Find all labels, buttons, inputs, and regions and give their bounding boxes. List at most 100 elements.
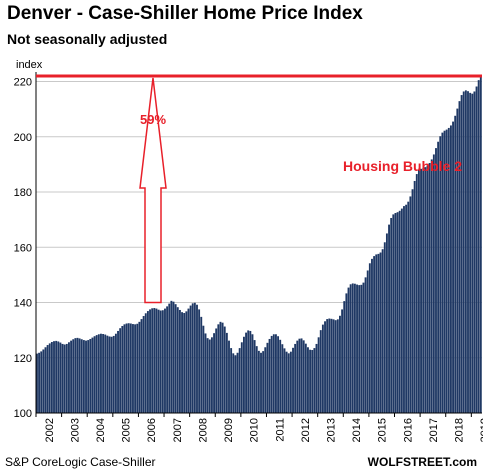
bar (187, 308, 190, 413)
y-tick-label: 160 (14, 242, 32, 254)
bar (424, 167, 427, 413)
bar (473, 91, 476, 413)
bar (183, 313, 186, 413)
bar (198, 309, 201, 413)
bar (106, 335, 109, 413)
bar (117, 330, 119, 413)
bar (364, 277, 367, 413)
bar (432, 154, 435, 413)
bar (61, 343, 64, 413)
x-tick-label: 2019 (479, 418, 483, 442)
bar (415, 174, 418, 413)
bar (294, 343, 297, 413)
bar (394, 213, 397, 413)
bar (91, 337, 94, 413)
brand-label: WOLFSTREET.com (367, 455, 477, 469)
bar (283, 348, 286, 413)
bar (336, 319, 339, 413)
bar (456, 108, 459, 413)
bar (257, 350, 260, 413)
bar (379, 252, 382, 413)
bar (70, 340, 73, 413)
bar (221, 322, 224, 413)
bar (351, 283, 354, 413)
bar (441, 132, 444, 413)
bar (119, 328, 122, 413)
bar (189, 305, 192, 413)
bar (208, 339, 211, 413)
bar (104, 334, 107, 413)
bar (430, 159, 433, 413)
bar (210, 337, 213, 413)
x-tick-label: 2017 (428, 418, 440, 442)
bar (253, 340, 256, 413)
bar (68, 342, 70, 413)
bar (437, 141, 440, 414)
bar (225, 332, 228, 413)
bar (230, 348, 233, 413)
bar (311, 350, 314, 413)
bar (407, 201, 410, 413)
bar (328, 318, 331, 413)
bar (409, 196, 412, 413)
bar (48, 343, 51, 413)
bar (377, 253, 380, 413)
bar (304, 343, 307, 413)
bar (134, 324, 137, 413)
bar (157, 309, 160, 413)
bar (475, 86, 478, 413)
bar (196, 304, 198, 413)
bar (202, 325, 205, 413)
bar (46, 345, 49, 413)
bar (287, 353, 290, 413)
bar (247, 330, 250, 413)
bar (324, 321, 326, 413)
bar (110, 336, 113, 413)
bar (428, 163, 431, 413)
bar (127, 323, 130, 413)
bar (121, 325, 124, 413)
bar (206, 338, 209, 413)
bar (385, 233, 388, 413)
bar (59, 342, 62, 413)
bar (55, 340, 58, 413)
bar (375, 254, 378, 413)
bar (153, 308, 156, 413)
y-axis-label: index (16, 59, 43, 71)
bar (234, 355, 237, 413)
bar (381, 249, 384, 413)
bar (277, 336, 280, 413)
bar (362, 282, 365, 413)
bar (238, 348, 241, 413)
bar (366, 270, 369, 413)
bar (249, 330, 252, 413)
bar (136, 323, 139, 413)
bar (151, 308, 154, 413)
x-tick-label: 2018 (454, 418, 466, 442)
bar (479, 76, 482, 413)
y-tick-label: 220 (14, 77, 32, 89)
bar (471, 93, 474, 414)
bar (44, 347, 47, 413)
bar (445, 129, 448, 413)
bar (125, 323, 128, 413)
bar (289, 351, 292, 413)
bar (332, 319, 335, 413)
bar (413, 180, 416, 413)
x-tick-label: 2004 (95, 418, 107, 442)
bar (87, 340, 90, 413)
bar (309, 349, 312, 413)
bar (40, 351, 43, 413)
bar (477, 80, 480, 413)
bar (345, 293, 348, 413)
bar (138, 321, 141, 413)
x-tick-label: 2012 (300, 418, 312, 442)
bar (65, 343, 68, 413)
bar (356, 284, 358, 413)
bar (50, 342, 53, 413)
bar (405, 204, 408, 413)
bar (420, 168, 422, 413)
bar (330, 318, 333, 413)
bar (426, 165, 429, 413)
bar (236, 352, 239, 413)
